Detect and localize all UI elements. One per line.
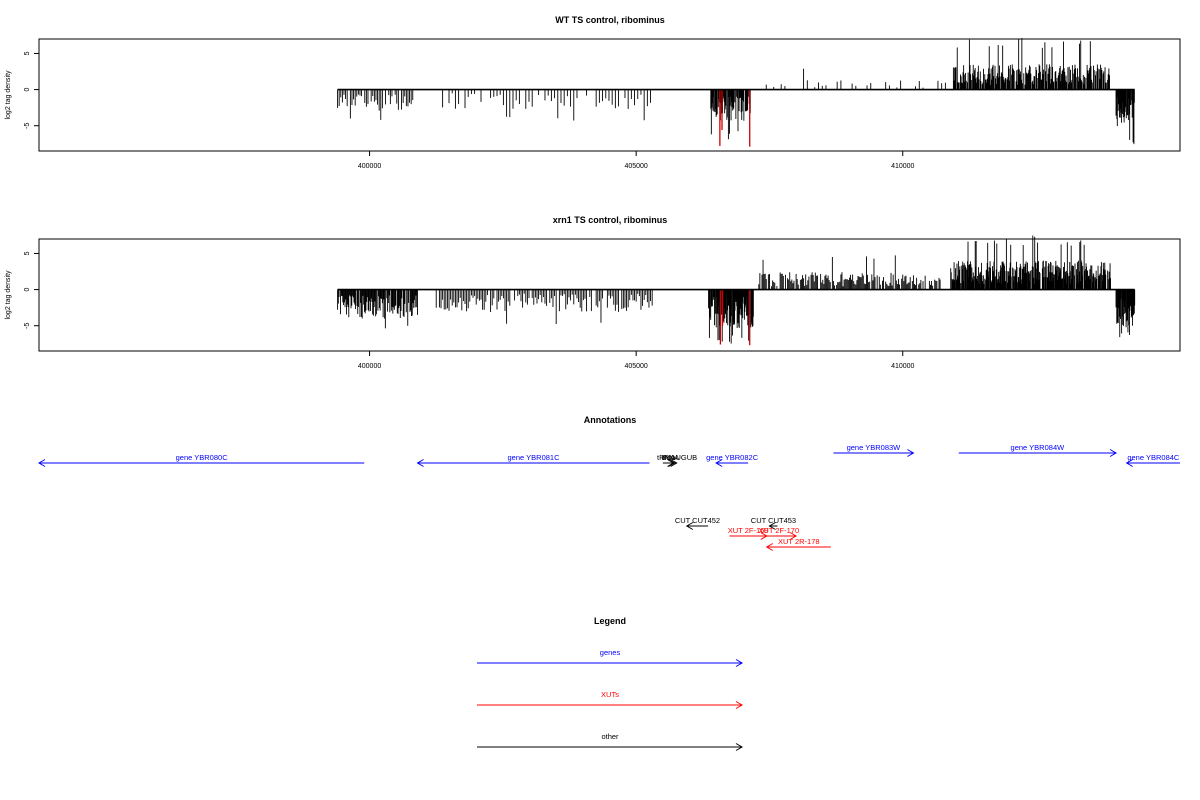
feature-arrow-head xyxy=(38,459,46,467)
y-tick-label: 0 xyxy=(24,288,31,292)
feature-label: gene YBR084C xyxy=(1127,453,1180,462)
feature-label: XUT 2R-178 xyxy=(778,537,820,546)
xrn1-y-axis-label: log2 tag density xyxy=(5,270,12,320)
feature-arrow-head xyxy=(789,532,798,540)
annotations-title: Annotations xyxy=(584,415,637,425)
y-tick-label: -5 xyxy=(24,122,31,128)
xrn1-track-panel: xrn1 TS control, ribominus log2 tag dens… xyxy=(5,215,1181,370)
feature-label: trnaUGUB xyxy=(663,453,698,462)
feature-label: gene YBR081C xyxy=(508,453,561,462)
y-tick-label: -5 xyxy=(24,322,31,328)
legend-panel: Legend genes XUTs other xyxy=(477,616,743,751)
x-tick-label: 405000 xyxy=(624,363,647,370)
y-tick-label: 0 xyxy=(24,88,31,92)
xrn1-plot-frame xyxy=(38,238,1181,352)
legend-label: genes xyxy=(600,648,621,657)
legend-label: XUTs xyxy=(601,690,619,699)
feature-arrow-head xyxy=(765,543,774,551)
feature-arrow-head xyxy=(715,459,723,467)
annotations-panel: Annotations gene YBR080C gene YBR081C gene… xyxy=(38,415,1180,551)
x-tick-label: 400000 xyxy=(358,163,381,170)
feature-label: gene YBR082C xyxy=(706,453,759,462)
feature-arrow-head xyxy=(416,459,424,467)
wt-plot-frame xyxy=(38,38,1181,152)
feature-label: tRNA xyxy=(657,453,675,462)
wt-y-axis-label: log2 tag density xyxy=(5,70,12,120)
x-tick-label: 405000 xyxy=(624,163,647,170)
feature-arrow-head xyxy=(670,459,678,467)
wt-track-panel: WT TS control, ribominus log2 tag densit… xyxy=(5,15,1181,170)
y-tick-label: 5 xyxy=(24,251,31,255)
legend-arrow-head xyxy=(735,701,743,709)
feature-arrow-head xyxy=(1109,449,1118,457)
feature-label: XUT 2F-170 xyxy=(758,526,799,535)
legend-title: Legend xyxy=(594,616,626,626)
feature-arrow-head xyxy=(685,522,694,530)
feature-label: tRNA xyxy=(661,453,679,462)
x-tick-label: 400000 xyxy=(358,363,381,370)
legend-label: other xyxy=(601,732,619,741)
xrn1-track-title: xrn1 TS control, ribominus xyxy=(553,215,668,225)
x-tick-label: 410000 xyxy=(891,163,914,170)
feature-arrow-head xyxy=(907,449,915,457)
legend-arrow-head xyxy=(735,743,743,751)
y-tick-label: 5 xyxy=(24,51,31,55)
feature-label: gene YBR080C xyxy=(176,453,229,462)
feature-arrow-head xyxy=(1125,459,1133,467)
legend-arrow-head xyxy=(735,659,743,667)
feature-label: CUT CUT453 xyxy=(751,516,796,525)
feature-arrow-head xyxy=(768,522,776,530)
feature-label: XUT 2F-169 xyxy=(728,526,769,535)
wt-track-title: WT TS control, ribominus xyxy=(555,15,665,25)
x-tick-label: 410000 xyxy=(891,363,914,370)
feature-label: gene YBR084W xyxy=(1011,443,1066,452)
feature-label: CUT CUT452 xyxy=(675,516,720,525)
feature-label: gene YBR083W xyxy=(847,443,902,452)
